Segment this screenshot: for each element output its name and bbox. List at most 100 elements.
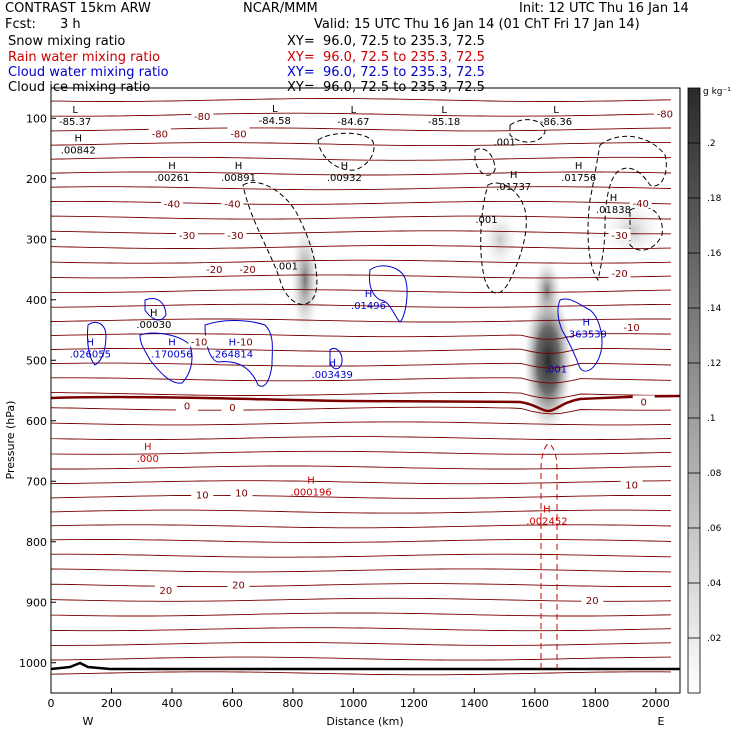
y-tick-label: 500 [26, 354, 47, 367]
forecast-hours: 3 h [60, 17, 81, 32]
extremum-marker: H [229, 337, 237, 348]
extremum-value: .01756 [561, 173, 596, 184]
isotherm-line [51, 524, 672, 529]
y-tick-label: 600 [26, 415, 47, 428]
extremum-value: .002452 [526, 516, 567, 527]
extremum-value: .003439 [312, 370, 353, 381]
isotherm-label-bg [191, 488, 214, 500]
isotherm-label: 10 [625, 480, 638, 491]
isotherm-label-bg [233, 335, 256, 347]
cloud-ice-label: .001 [545, 364, 567, 375]
isotherm-label: -10 [623, 323, 639, 334]
model-title: CONTRAST 15km ARW [5, 1, 151, 16]
isotherm-line [51, 539, 672, 543]
isotherm-label: -20 [239, 265, 255, 276]
extremum-marker: L [441, 105, 447, 116]
isotherm-line [51, 583, 672, 588]
isotherm-line [51, 494, 672, 499]
plot-frame [50, 87, 681, 694]
isotherm-label-bg [188, 335, 211, 347]
x-tick-label: 1000 [339, 697, 367, 710]
colorbar-tick-label: .02 [707, 634, 721, 644]
isotherm-label: -10 [236, 337, 252, 348]
colorbar-tick-label: .18 [707, 194, 722, 204]
isotherm-line [51, 362, 672, 369]
isotherm-line [51, 259, 672, 264]
isotherm-label-bg [224, 229, 247, 241]
isotherm-label: 0 [641, 397, 647, 408]
extremum-marker: L [272, 104, 278, 115]
x-tick-label: 1800 [581, 697, 609, 710]
extremum-value: .00891 [221, 173, 256, 184]
isotherm-line [51, 215, 672, 220]
isotherm-label: 10 [235, 489, 248, 500]
isotherm-label-bg [227, 127, 250, 139]
forecast-label: Fcst: [5, 17, 36, 32]
snow-shading-mid [482, 210, 518, 270]
cloud-water-contours [87, 265, 603, 387]
y-axis-title: Pressure (hPa) [4, 401, 17, 480]
isotherm-line [51, 377, 672, 384]
extremum-marker: L [351, 105, 357, 116]
isotherm-label-bg [620, 478, 643, 490]
init-time: Init: 12 UTC Thu 16 Jan 14 [519, 1, 689, 16]
field-xy-rain: XY= 96.0, 72.5 to 235.3, 72.5 [287, 50, 485, 65]
isotherm-label-bg [653, 107, 676, 119]
isotherm-line [51, 568, 672, 573]
x-tick-label: 0 [48, 697, 55, 710]
y-tick-label: 700 [26, 475, 47, 488]
extremum-marker: H [365, 289, 373, 300]
x-tick-label: 600 [222, 697, 243, 710]
extremum-marker: H [610, 193, 618, 204]
isotherm-line [51, 200, 672, 205]
isotherm-label: -40 [224, 200, 240, 211]
extremum-value: -85.18 [428, 117, 460, 128]
isotherm-line [51, 142, 671, 147]
isotherm-label-bg [176, 229, 199, 241]
extremum-marker: H [328, 358, 336, 369]
org-label: NCAR/MMM [243, 1, 318, 16]
field-name-rain: Rain water mixing ratio [8, 50, 161, 65]
isotherm-label: -80 [657, 109, 673, 120]
isotherm-label: -80 [194, 112, 210, 123]
isotherm-line [51, 274, 672, 279]
isotherm-label-bg [227, 578, 250, 590]
rain-contours [540, 443, 558, 669]
x-tick-label: 200 [101, 697, 122, 710]
isotherm-line [51, 303, 671, 308]
isotherm-label-bg [221, 197, 244, 209]
axis-ticks: 0 200 400 600 800 1000 1200 1400 1600 1800 2000100… [19, 112, 670, 710]
temperature-contours [51, 98, 672, 676]
y-tick-label: 800 [26, 536, 47, 549]
field-name-cloudice: Cloud ice mixing ratio [8, 80, 151, 95]
isotherm-line [51, 480, 672, 485]
x-tick-label: 800 [282, 697, 303, 710]
extremum-value: .00842 [61, 146, 96, 157]
plot-area [51, 98, 680, 676]
isotherm-label: -40 [164, 200, 180, 211]
colorbar: g kg⁻¹ .02 .04 .06 .08 .1 .12 .14 .16 .18 .2 [687, 87, 731, 694]
field-xy-cloudwater: XY= 96.0, 72.5 to 235.3, 72.5 [287, 65, 485, 80]
isotherm-label-bg [176, 399, 199, 411]
colorbar-tick-label: .04 [707, 579, 722, 589]
extremum-value: .363539 [566, 329, 607, 340]
colorbar-tick-label: .12 [707, 359, 721, 369]
extremum-value: .01838 [596, 205, 631, 216]
isotherm-label-bg [608, 267, 631, 279]
isotherm-label-bg [632, 395, 655, 407]
isotherm-line [51, 318, 671, 323]
isotherm-line [51, 186, 672, 191]
colorbar-tick-label: .2 [707, 139, 716, 149]
extremum-value: .000196 [290, 487, 331, 498]
isotherm-label: 0 [184, 402, 190, 413]
isotherm-line [51, 245, 672, 249]
extremum-value: .00030 [136, 320, 171, 331]
isotherm-label-bg [221, 400, 244, 412]
isotherm-line [51, 465, 672, 470]
isotherm-label: -20 [206, 265, 222, 276]
isotherm-label-bg [581, 593, 604, 605]
x-axis-west-label: W [83, 715, 94, 728]
isotherm-line [51, 656, 672, 661]
extremum-value: .00932 [327, 173, 362, 184]
isotherm-label: -30 [611, 231, 627, 242]
